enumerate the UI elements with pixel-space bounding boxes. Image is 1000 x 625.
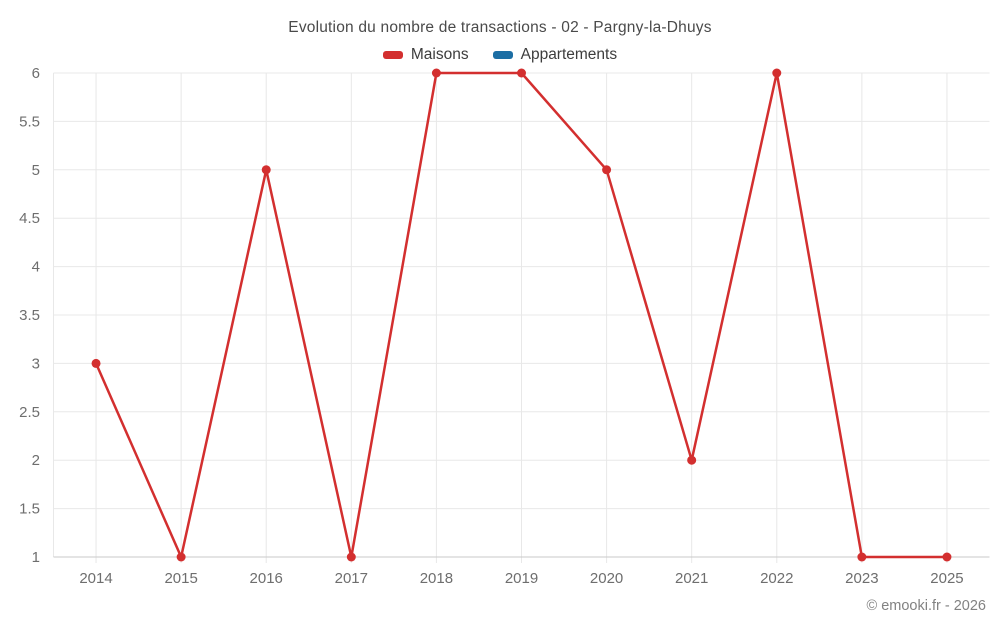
y-axis-tick-label: 2.5 xyxy=(19,404,40,421)
y-axis-tick-label: 1.5 xyxy=(19,501,40,518)
x-axis-tick-label: 2016 xyxy=(250,570,283,587)
x-axis-tick-label: 2023 xyxy=(845,570,878,587)
chart-legend: Maisons Appartements xyxy=(0,46,1000,64)
watermark: © emooki.fr - 2026 xyxy=(866,598,986,614)
x-axis-tick-label: 2015 xyxy=(164,570,197,587)
y-axis-tick-label: 4 xyxy=(32,259,40,276)
y-axis-tick-label: 4.5 xyxy=(19,210,40,227)
data-point-maisons-2020[interactable] xyxy=(602,165,612,175)
data-point-maisons-2022[interactable] xyxy=(772,68,782,78)
x-axis-tick-label: 2021 xyxy=(675,570,708,587)
data-point-maisons-2014[interactable] xyxy=(91,358,101,368)
x-axis-tick-label: 2019 xyxy=(505,570,538,587)
x-axis-tick-label: 2014 xyxy=(79,570,112,587)
y-axis-tick-label: 2 xyxy=(32,452,40,469)
data-point-maisons-2017[interactable] xyxy=(346,552,356,562)
x-axis-tick-label: 2020 xyxy=(590,570,623,587)
appartements-series-swatch-icon xyxy=(492,51,513,59)
y-axis-tick-label: 5 xyxy=(32,162,40,179)
y-axis-tick-label: 3 xyxy=(32,355,40,372)
data-point-maisons-2021[interactable] xyxy=(687,455,697,465)
y-axis-tick-label: 1 xyxy=(32,549,40,566)
legend-item-appartements[interactable]: Appartements xyxy=(492,46,618,64)
maisons-series-swatch-icon xyxy=(382,51,403,59)
legend-label: Maisons xyxy=(410,46,469,63)
y-axis-tick-label: 3.5 xyxy=(19,307,40,324)
x-axis-tick-label: 2018 xyxy=(420,570,453,587)
legend-label: Appartements xyxy=(520,46,618,63)
data-point-maisons-2018[interactable] xyxy=(431,68,441,78)
x-axis-tick-label: 2025 xyxy=(930,570,963,587)
y-axis-tick-label: 6 xyxy=(32,65,40,82)
x-axis-tick-label: 2022 xyxy=(760,570,793,587)
x-axis-tick-label: 2017 xyxy=(335,570,368,587)
data-point-maisons-2019[interactable] xyxy=(517,68,526,78)
legend-item-maisons[interactable]: Maisons xyxy=(382,46,469,64)
y-axis-tick-label: 5.5 xyxy=(19,113,40,130)
data-point-maisons-2015[interactable] xyxy=(176,552,186,562)
data-point-maisons-2023[interactable] xyxy=(857,552,867,562)
data-point-maisons-2016[interactable] xyxy=(261,165,271,175)
chart-title: Evolution du nombre de transactions - 02… xyxy=(288,19,712,36)
data-point-maisons-2025[interactable] xyxy=(942,552,952,562)
